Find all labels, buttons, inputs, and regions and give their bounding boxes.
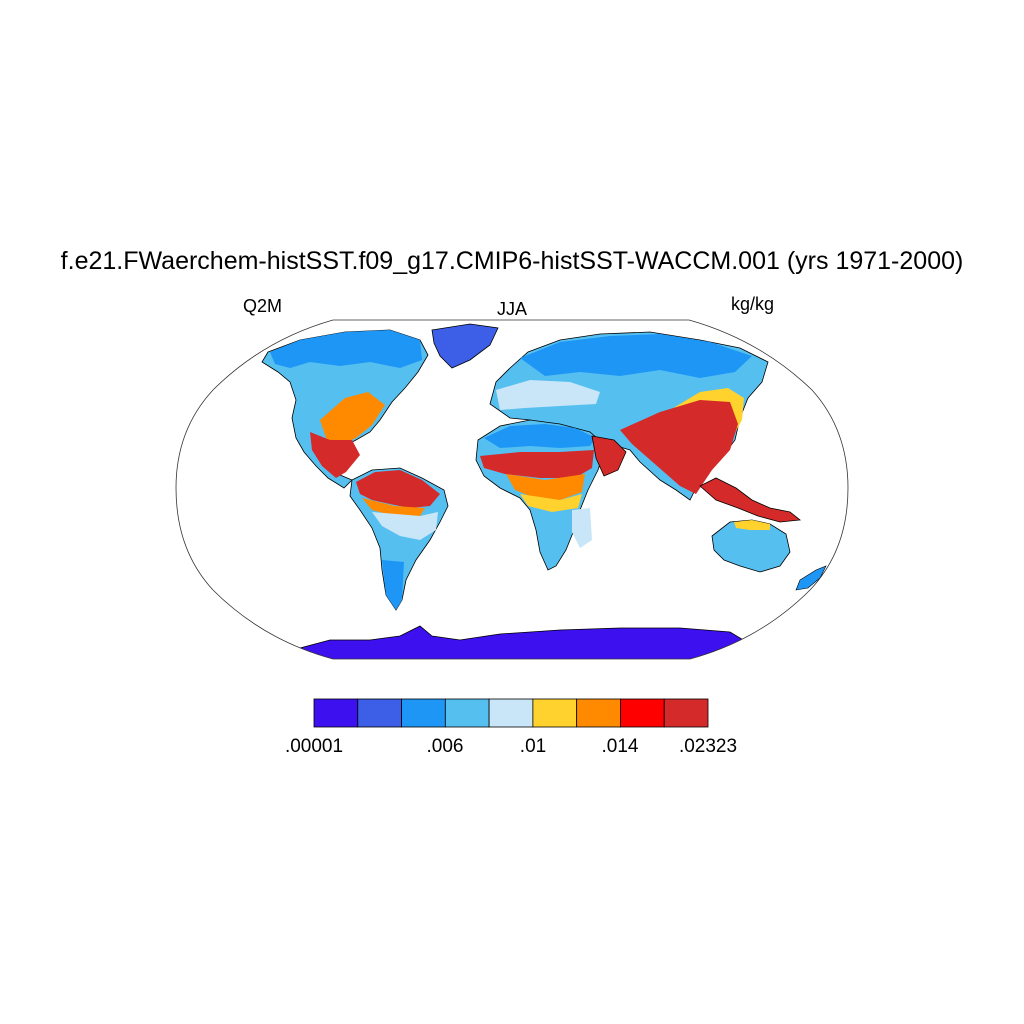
colorbar-tick-label: .014 — [601, 736, 639, 757]
colorbar-swatch — [357, 698, 402, 728]
land-layer — [261, 323, 827, 659]
colorbar-swatch — [576, 698, 621, 728]
plot-title: f.e21.FWaerchem-histSST.f09_g17.CMIP6-hi… — [60, 247, 964, 275]
colorbar-swatch — [620, 698, 665, 728]
arabia-land — [591, 435, 627, 477]
colorbar-swatch — [532, 698, 578, 728]
colorbar-swatch — [313, 698, 359, 728]
season-label: JJA — [496, 299, 527, 319]
maritime-continent-land — [699, 477, 802, 523]
map-boundary — [175, 319, 849, 660]
colorbar-swatch — [444, 698, 490, 728]
south-america-warm-band — [362, 498, 425, 516]
north-america-southeast-warm — [320, 392, 385, 446]
north-america-gulf-hot — [310, 432, 360, 478]
africa-yellow-band — [520, 494, 582, 512]
africa-south-pale — [572, 508, 592, 548]
africa-sahara-blue — [484, 424, 596, 448]
colorbar-tick-label: .01 — [519, 736, 547, 757]
colorbar-tick-label: .02323 — [678, 736, 738, 757]
colorbar-swatch — [488, 698, 534, 728]
colorbar-swatch — [663, 698, 709, 728]
colorbar-tick-label: .00001 — [284, 736, 344, 757]
variable-label: Q2M — [243, 296, 283, 316]
australia-land — [711, 519, 791, 573]
north-america-north-band — [270, 330, 422, 368]
africa-sahel-hot — [480, 450, 594, 478]
europe-pale-band — [496, 380, 600, 410]
asia-monsoon-hot — [620, 400, 738, 494]
eurasia-north-band — [520, 334, 752, 378]
south-america-amazon-hot — [356, 470, 440, 508]
units-label: kg/kg — [731, 294, 775, 314]
south-america-south-blue — [382, 560, 404, 610]
australia-north-yellow — [734, 520, 770, 530]
colorbar-swatch — [401, 698, 446, 728]
south-america-pale-band — [372, 512, 438, 540]
antarctica-land — [299, 625, 761, 659]
greenland-land — [431, 323, 499, 369]
colorbar-tick-label: .006 — [426, 736, 464, 757]
africa-warm-band — [506, 474, 585, 500]
